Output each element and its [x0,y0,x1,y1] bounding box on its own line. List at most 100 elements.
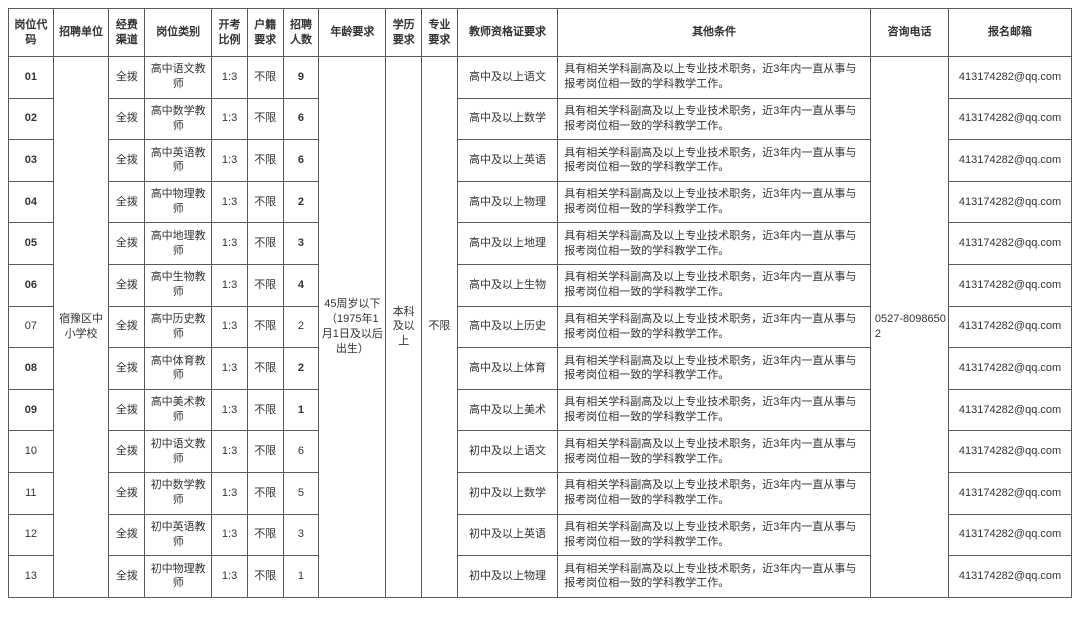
cell-email: 413174282@qq.com [949,389,1072,431]
cell-postType: 高中体育教师 [145,348,212,390]
col-count: 招聘人数 [283,9,319,57]
cell-code: 05 [9,223,54,265]
col-ratio: 开考比例 [212,9,248,57]
cell-code: 02 [9,98,54,140]
col-tel: 咨询电话 [870,9,948,57]
table-row: 01宿豫区中小学校全拨高中语文教师1:3不限945周岁以下（1975年1月1日及… [9,57,1072,99]
cell-count: 1 [283,556,319,598]
cell-postType: 高中物理教师 [145,181,212,223]
col-major: 专业要求 [422,9,458,57]
cell-other: 具有相关学科副高及以上专业技术职务，近3年内一直从事与报考岗位相一致的学科教学工… [558,514,871,556]
cell-email: 413174282@qq.com [949,181,1072,223]
cell-fund: 全拨 [109,514,145,556]
cell-email: 413174282@qq.com [949,264,1072,306]
cell-hukou: 不限 [247,264,283,306]
cell-count: 5 [283,472,319,514]
cell-cert: 高中及以上英语 [457,140,557,182]
cell-postType: 高中数学教师 [145,98,212,140]
col-fund: 经费渠道 [109,9,145,57]
cell-fund: 全拨 [109,348,145,390]
cell-code: 13 [9,556,54,598]
col-other: 其他条件 [558,9,871,57]
cell-code: 08 [9,348,54,390]
cell-cert: 初中及以上数学 [457,472,557,514]
cell-age: 45周岁以下（1975年1月1日及以后出生） [319,57,386,598]
cell-ratio: 1:3 [212,264,248,306]
cell-email: 413174282@qq.com [949,348,1072,390]
cell-cert: 高中及以上生物 [457,264,557,306]
cell-ratio: 1:3 [212,514,248,556]
cell-postType: 高中历史教师 [145,306,212,348]
cell-other: 具有相关学科副高及以上专业技术职务，近3年内一直从事与报考岗位相一致的学科教学工… [558,181,871,223]
cell-hukou: 不限 [247,140,283,182]
cell-unit: 宿豫区中小学校 [53,57,109,598]
cell-fund: 全拨 [109,181,145,223]
cell-other: 具有相关学科副高及以上专业技术职务，近3年内一直从事与报考岗位相一致的学科教学工… [558,556,871,598]
cell-email: 413174282@qq.com [949,98,1072,140]
cell-count: 6 [283,98,319,140]
cell-code: 06 [9,264,54,306]
cell-email: 413174282@qq.com [949,57,1072,99]
cell-email: 413174282@qq.com [949,306,1072,348]
cell-other: 具有相关学科副高及以上专业技术职务，近3年内一直从事与报考岗位相一致的学科教学工… [558,306,871,348]
cell-other: 具有相关学科副高及以上专业技术职务，近3年内一直从事与报考岗位相一致的学科教学工… [558,389,871,431]
cell-code: 03 [9,140,54,182]
cell-ratio: 1:3 [212,556,248,598]
cell-tel: 0527-80986502 [870,57,948,598]
cell-fund: 全拨 [109,556,145,598]
cell-code: 07 [9,306,54,348]
cell-cert: 高中及以上数学 [457,98,557,140]
cell-count: 2 [283,181,319,223]
cell-fund: 全拨 [109,57,145,99]
cell-count: 4 [283,264,319,306]
cell-count: 9 [283,57,319,99]
cell-ratio: 1:3 [212,140,248,182]
cell-postType: 高中美术教师 [145,389,212,431]
cell-fund: 全拨 [109,472,145,514]
cell-postType: 高中地理教师 [145,223,212,265]
cell-email: 413174282@qq.com [949,556,1072,598]
cell-cert: 初中及以上语文 [457,431,557,473]
cell-other: 具有相关学科副高及以上专业技术职务，近3年内一直从事与报考岗位相一致的学科教学工… [558,140,871,182]
cell-count: 3 [283,223,319,265]
col-code: 岗位代码 [9,9,54,57]
cell-other: 具有相关学科副高及以上专业技术职务，近3年内一直从事与报考岗位相一致的学科教学工… [558,98,871,140]
col-cert: 教师资格证要求 [457,9,557,57]
cell-hukou: 不限 [247,181,283,223]
cell-other: 具有相关学科副高及以上专业技术职务，近3年内一直从事与报考岗位相一致的学科教学工… [558,348,871,390]
cell-code: 12 [9,514,54,556]
cell-postType: 初中英语教师 [145,514,212,556]
cell-hukou: 不限 [247,306,283,348]
cell-other: 具有相关学科副高及以上专业技术职务，近3年内一直从事与报考岗位相一致的学科教学工… [558,264,871,306]
cell-email: 413174282@qq.com [949,223,1072,265]
cell-code: 04 [9,181,54,223]
cell-cert: 高中及以上地理 [457,223,557,265]
cell-count: 2 [283,306,319,348]
cell-postType: 初中数学教师 [145,472,212,514]
col-hukou: 户籍要求 [247,9,283,57]
cell-cert: 初中及以上英语 [457,514,557,556]
cell-cert: 高中及以上物理 [457,181,557,223]
cell-ratio: 1:3 [212,431,248,473]
cell-other: 具有相关学科副高及以上专业技术职务，近3年内一直从事与报考岗位相一致的学科教学工… [558,431,871,473]
col-postType: 岗位类别 [145,9,212,57]
cell-ratio: 1:3 [212,306,248,348]
cell-fund: 全拨 [109,264,145,306]
cell-postType: 初中物理教师 [145,556,212,598]
cell-cert: 高中及以上体育 [457,348,557,390]
cell-fund: 全拨 [109,140,145,182]
cell-hukou: 不限 [247,223,283,265]
recruitment-table: 岗位代码招聘单位经费渠道岗位类别开考比例户籍要求招聘人数年龄要求学历要求专业要求… [8,8,1072,598]
cell-cert: 高中及以上美术 [457,389,557,431]
cell-count: 3 [283,514,319,556]
cell-fund: 全拨 [109,389,145,431]
cell-cert: 初中及以上物理 [457,556,557,598]
cell-count: 6 [283,140,319,182]
cell-email: 413174282@qq.com [949,514,1072,556]
cell-hukou: 不限 [247,514,283,556]
cell-ratio: 1:3 [212,181,248,223]
cell-hukou: 不限 [247,389,283,431]
cell-fund: 全拨 [109,306,145,348]
cell-count: 6 [283,431,319,473]
cell-code: 01 [9,57,54,99]
